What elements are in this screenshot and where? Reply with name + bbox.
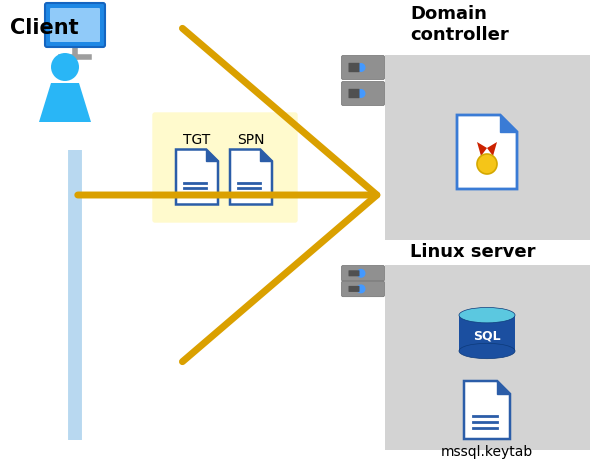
Polygon shape <box>260 149 272 161</box>
FancyBboxPatch shape <box>45 3 105 47</box>
FancyBboxPatch shape <box>349 271 359 276</box>
Polygon shape <box>477 142 487 156</box>
FancyBboxPatch shape <box>341 265 385 281</box>
FancyBboxPatch shape <box>349 286 359 292</box>
Circle shape <box>356 285 365 293</box>
Polygon shape <box>39 83 91 122</box>
Text: mssql.keytab: mssql.keytab <box>441 445 533 459</box>
Circle shape <box>356 269 365 278</box>
FancyBboxPatch shape <box>153 113 297 222</box>
Polygon shape <box>176 149 218 205</box>
FancyBboxPatch shape <box>50 8 100 42</box>
Bar <box>385 265 590 450</box>
FancyBboxPatch shape <box>341 81 385 105</box>
Polygon shape <box>230 149 272 205</box>
Circle shape <box>356 89 365 98</box>
Circle shape <box>51 53 79 81</box>
Polygon shape <box>464 381 510 439</box>
Bar <box>385 55 590 240</box>
Circle shape <box>477 154 497 174</box>
Text: SPN: SPN <box>237 133 265 147</box>
FancyBboxPatch shape <box>341 281 385 297</box>
Text: TGT: TGT <box>184 133 211 147</box>
Polygon shape <box>487 142 497 156</box>
Bar <box>459 315 515 351</box>
FancyBboxPatch shape <box>349 63 359 72</box>
Ellipse shape <box>459 307 515 323</box>
Polygon shape <box>206 149 218 161</box>
Ellipse shape <box>459 344 515 358</box>
Polygon shape <box>497 381 510 394</box>
Polygon shape <box>500 115 517 132</box>
Text: Domain
controller: Domain controller <box>410 5 509 44</box>
Polygon shape <box>457 115 517 189</box>
Text: Client: Client <box>10 18 79 38</box>
Circle shape <box>356 63 365 72</box>
FancyBboxPatch shape <box>349 89 359 98</box>
FancyBboxPatch shape <box>341 56 385 80</box>
Text: SQL: SQL <box>473 329 501 343</box>
Text: Linux server: Linux server <box>410 243 536 261</box>
